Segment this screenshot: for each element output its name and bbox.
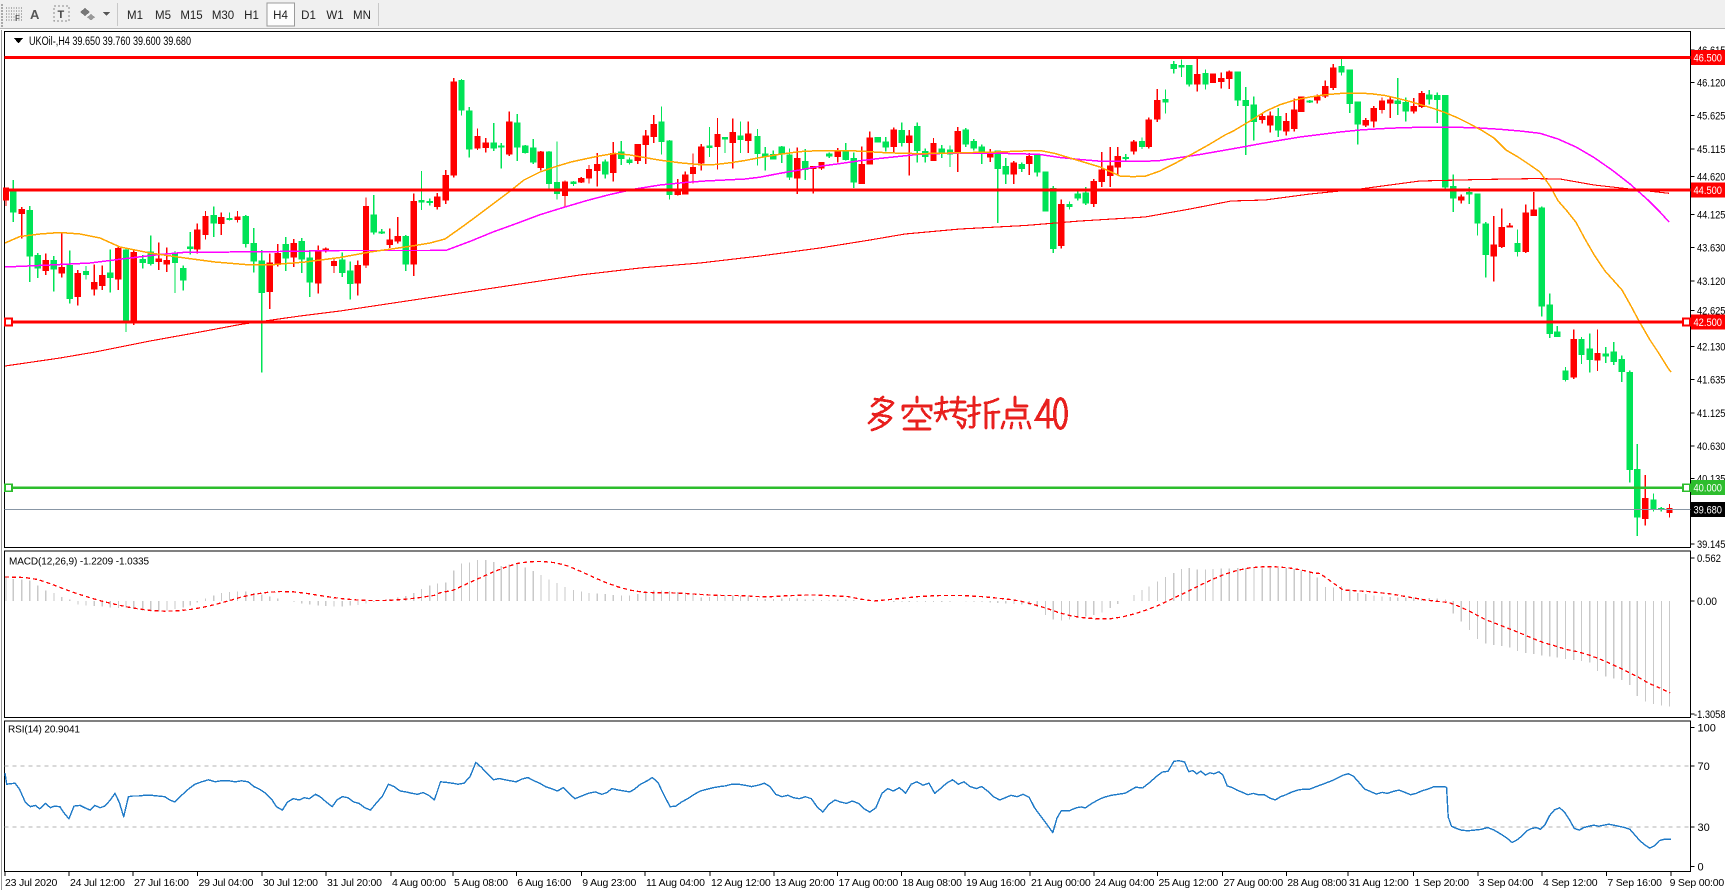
svg-text:46.500: 46.500 [1694, 52, 1723, 64]
svg-text:27 Aug 00:00: 27 Aug 00:00 [1224, 877, 1284, 889]
svg-text:42.500: 42.500 [1694, 317, 1723, 329]
svg-text:RSI(14) 20.9041: RSI(14) 20.9041 [8, 725, 80, 736]
svg-text:40.630: 40.630 [1697, 441, 1725, 453]
svg-text:A: A [30, 7, 40, 22]
svg-text:4 Aug 00:00: 4 Aug 00:00 [392, 877, 446, 889]
svg-text:7 Sep 16:00: 7 Sep 16:00 [1607, 877, 1662, 889]
svg-text:21 Aug 00:00: 21 Aug 00:00 [1031, 877, 1091, 889]
svg-text:28 Aug 08:00: 28 Aug 08:00 [1287, 877, 1347, 889]
svg-text:9 Sep 00:00: 9 Sep 00:00 [1670, 877, 1725, 889]
svg-text:39.680: 39.680 [1694, 505, 1723, 517]
svg-text:9 Aug 23:00: 9 Aug 23:00 [582, 877, 636, 889]
svg-text:31 Jul 20:00: 31 Jul 20:00 [327, 877, 382, 889]
svg-text:0.00: 0.00 [1697, 596, 1717, 608]
svg-text:D1: D1 [301, 10, 316, 22]
svg-text:42.130: 42.130 [1697, 342, 1725, 354]
svg-text:H1: H1 [244, 10, 259, 22]
svg-text:M5: M5 [155, 10, 171, 22]
svg-text:-1.3058: -1.3058 [1694, 709, 1725, 721]
svg-text:M15: M15 [180, 10, 202, 22]
svg-text:29 Jul 04:00: 29 Jul 04:00 [199, 877, 254, 889]
svg-text:3 Sep 04:00: 3 Sep 04:00 [1479, 877, 1534, 889]
svg-text:4 Sep 12:00: 4 Sep 12:00 [1543, 877, 1598, 889]
svg-text:24 Jul 12:00: 24 Jul 12:00 [70, 877, 125, 889]
svg-text:0.562: 0.562 [1697, 553, 1721, 565]
svg-text:100: 100 [1698, 723, 1716, 735]
svg-text:5 Aug 08:00: 5 Aug 08:00 [454, 877, 508, 889]
svg-text:24 Aug 04:00: 24 Aug 04:00 [1095, 877, 1155, 889]
svg-text:70: 70 [1698, 761, 1710, 773]
svg-text:12 Aug 12:00: 12 Aug 12:00 [711, 877, 771, 889]
svg-text:M30: M30 [212, 10, 234, 22]
svg-text:T: T [58, 9, 65, 21]
svg-text:19 Aug 16:00: 19 Aug 16:00 [966, 877, 1026, 889]
svg-text:H4: H4 [273, 10, 288, 22]
svg-text:6 Aug 16:00: 6 Aug 16:00 [517, 877, 571, 889]
svg-text:40.000: 40.000 [1694, 483, 1723, 495]
svg-text:0: 0 [1698, 862, 1704, 874]
svg-text:W1: W1 [326, 10, 343, 22]
svg-text:M1: M1 [127, 10, 143, 22]
svg-text:31 Aug 12:00: 31 Aug 12:00 [1349, 877, 1409, 889]
svg-text:MN: MN [353, 10, 371, 22]
svg-text:27 Jul 16:00: 27 Jul 16:00 [134, 877, 189, 889]
svg-text:UKOil-,H4 39.650 39.760 39.60: UKOil-,H4 39.650 39.760 39.600 39.680 [29, 36, 191, 48]
svg-text:11 Aug 04:00: 11 Aug 04:00 [646, 877, 705, 889]
svg-text:45.115: 45.115 [1697, 144, 1725, 156]
svg-text:MACD(12,26,9) -1.2209 -1.0335: MACD(12,26,9) -1.2209 -1.0335 [9, 557, 149, 568]
svg-text:41.125: 41.125 [1697, 408, 1725, 420]
svg-text:13 Aug 20:00: 13 Aug 20:00 [775, 877, 835, 889]
svg-text:30 Jul 12:00: 30 Jul 12:00 [263, 877, 318, 889]
svg-text:30: 30 [1698, 822, 1710, 834]
svg-text:43.630: 43.630 [1697, 242, 1725, 254]
svg-text:44.620: 44.620 [1697, 172, 1725, 184]
svg-text:1 Sep 20:00: 1 Sep 20:00 [1415, 877, 1470, 889]
svg-text:18 Aug 08:00: 18 Aug 08:00 [902, 877, 962, 889]
svg-text:45.625: 45.625 [1697, 110, 1725, 122]
svg-text:39.145: 39.145 [1697, 539, 1725, 551]
svg-text:25 Aug 12:00: 25 Aug 12:00 [1159, 877, 1219, 889]
svg-text:17 Aug 00:00: 17 Aug 00:00 [839, 877, 899, 889]
svg-text:44.500: 44.500 [1694, 185, 1723, 197]
svg-text:F: F [15, 14, 20, 23]
svg-text:23 Jul 2020: 23 Jul 2020 [5, 877, 57, 889]
svg-text:41.635: 41.635 [1697, 374, 1725, 386]
svg-text:46.120: 46.120 [1697, 78, 1725, 90]
svg-text:44.125: 44.125 [1697, 210, 1725, 222]
svg-text:43.120: 43.120 [1697, 276, 1725, 288]
